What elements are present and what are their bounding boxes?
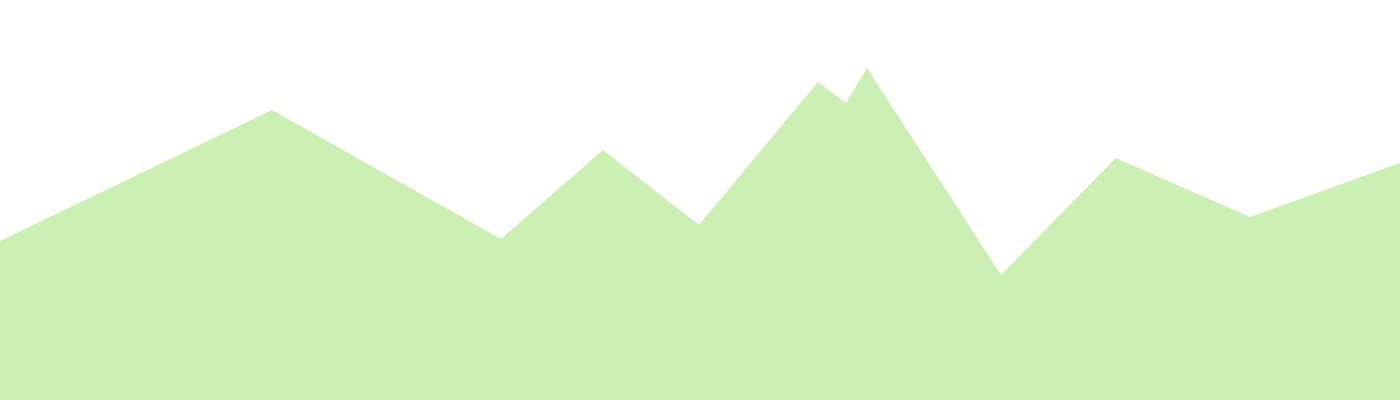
mountain-range-shape bbox=[0, 68, 1400, 400]
